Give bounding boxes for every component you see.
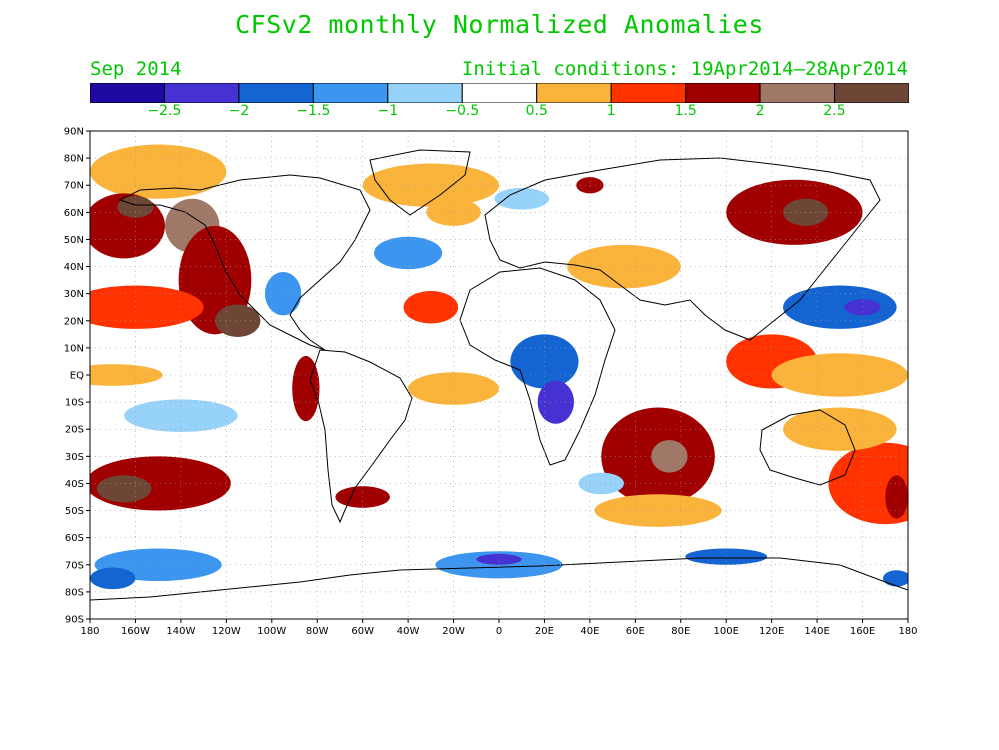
latitude-axis: 90N 80N 70N 60N 50N 40N 30N 20N 10N EQ 10S 20S 30S 40… [64,127,90,626]
anomaly-region [783,285,897,329]
anomaly-region [844,299,881,316]
colorbar-label: 0.5 [525,103,548,119]
lon-tick-label: 20E [535,626,554,637]
anomaly-region [90,364,163,386]
lat-tick-label: 70S [65,560,84,571]
lon-tick-label: 160W [121,626,150,637]
colorbar-label: −1 [377,103,399,119]
coastlines [90,149,908,601]
coast-north-america [118,174,371,351]
lon-tick-label: 160E [850,626,875,637]
anomaly-region [374,236,443,270]
lat-tick-label: 30S [65,452,84,463]
lat-tick-label: 80S [65,587,84,598]
lat-tick-label: 90S [65,615,84,626]
anomaly-region [90,285,204,329]
lon-tick-label: 140E [804,626,829,637]
lat-tick-label: 40N [64,262,84,273]
lon-tick-label: 180 [898,626,917,637]
coast-eurasia [484,157,881,341]
lat-tick-label: 50N [64,235,84,246]
anomaly-region [90,144,227,199]
lon-tick-label: 100W [257,626,286,637]
lat-tick-label: 80N [64,154,84,165]
colorbar-label: −2 [228,103,250,119]
lat-tick-label: EQ [70,371,84,382]
coast-antarctica [90,557,908,601]
lon-tick-label: 180 [80,626,99,637]
anomaly-region [885,475,908,519]
anomaly-region [576,177,604,194]
lat-tick-label: 70N [64,181,84,192]
lon-tick-label: 80E [671,626,690,637]
initial-conditions-label: Initial conditions: 19Apr2014–28Apr2014 [461,58,908,80]
anomaly-region [292,356,320,422]
lon-tick-label: 100E [714,626,739,637]
colorbar-label: 1.5 [674,103,697,119]
anomaly-region [435,551,563,579]
coast-australia [759,409,856,486]
coast-greenland [369,149,471,216]
lat-tick-label: 60N [64,208,84,219]
lat-tick-label: 50S [65,506,84,517]
colorbar-segment [834,83,909,103]
lat-tick-label: 20N [64,316,84,327]
lat-tick-label: 30N [64,289,84,300]
lon-tick-label: 40W [397,626,420,637]
lon-tick-label: 140W [166,626,195,637]
anomaly-regions [90,144,908,590]
anomaly-region [96,475,152,503]
anomaly-region [403,290,459,324]
anomaly-region [567,244,681,289]
anomaly-region [578,472,624,495]
anomaly-region [783,407,897,451]
anomaly-region [90,567,136,590]
lon-tick-label: 60E [626,626,645,637]
colorbar-label: −2.5 [147,103,182,119]
lon-tick-label: 20W [442,626,465,637]
lat-tick-label: 10N [64,343,84,354]
colorbar-label: −0.5 [445,103,480,119]
lon-tick-label: 40E [580,626,599,637]
anomaly-region [651,440,688,473]
forecast-month: Sep 2014 [90,58,182,80]
map-title: CFSv2 monthly Normalized Anomalies [235,10,764,39]
anomaly-region [594,494,722,527]
colorbar-label: 2 [755,103,765,119]
lat-tick-label: 90N [64,127,84,138]
anomaly-region [771,353,908,397]
anomaly-region [883,570,908,587]
anomaly-region [476,553,522,565]
lon-tick-label: 80W [306,626,329,637]
anomaly-region [494,187,549,210]
anomaly-region [214,304,261,338]
anomaly-region [426,198,481,226]
lat-tick-label: 10S [65,398,84,409]
colorbar-label: 1 [606,103,616,119]
lon-tick-label: 60W [351,626,374,637]
longitude-axis: 180 160W 140W 120W 100W 80W 60W 40W 20W 0 20E 40E 60… [80,619,918,637]
anomaly-region [124,399,238,432]
lon-tick-label: 0 [496,626,502,637]
lat-tick-label: 60S [65,533,84,544]
coast-south-america [309,349,413,524]
coast-africa [459,267,616,466]
anomaly-region [408,372,499,405]
colorbar-label: 2.5 [823,103,846,119]
lat-tick-label: 20S [65,425,84,436]
anomaly-region [335,486,390,508]
lon-tick-label: 120E [759,626,784,637]
lon-tick-label: 120W [212,626,241,637]
colorbar-label: −1.5 [296,103,331,119]
lat-tick-label: 40S [65,479,84,490]
anomaly-region [264,271,302,316]
colorbar [90,83,909,103]
